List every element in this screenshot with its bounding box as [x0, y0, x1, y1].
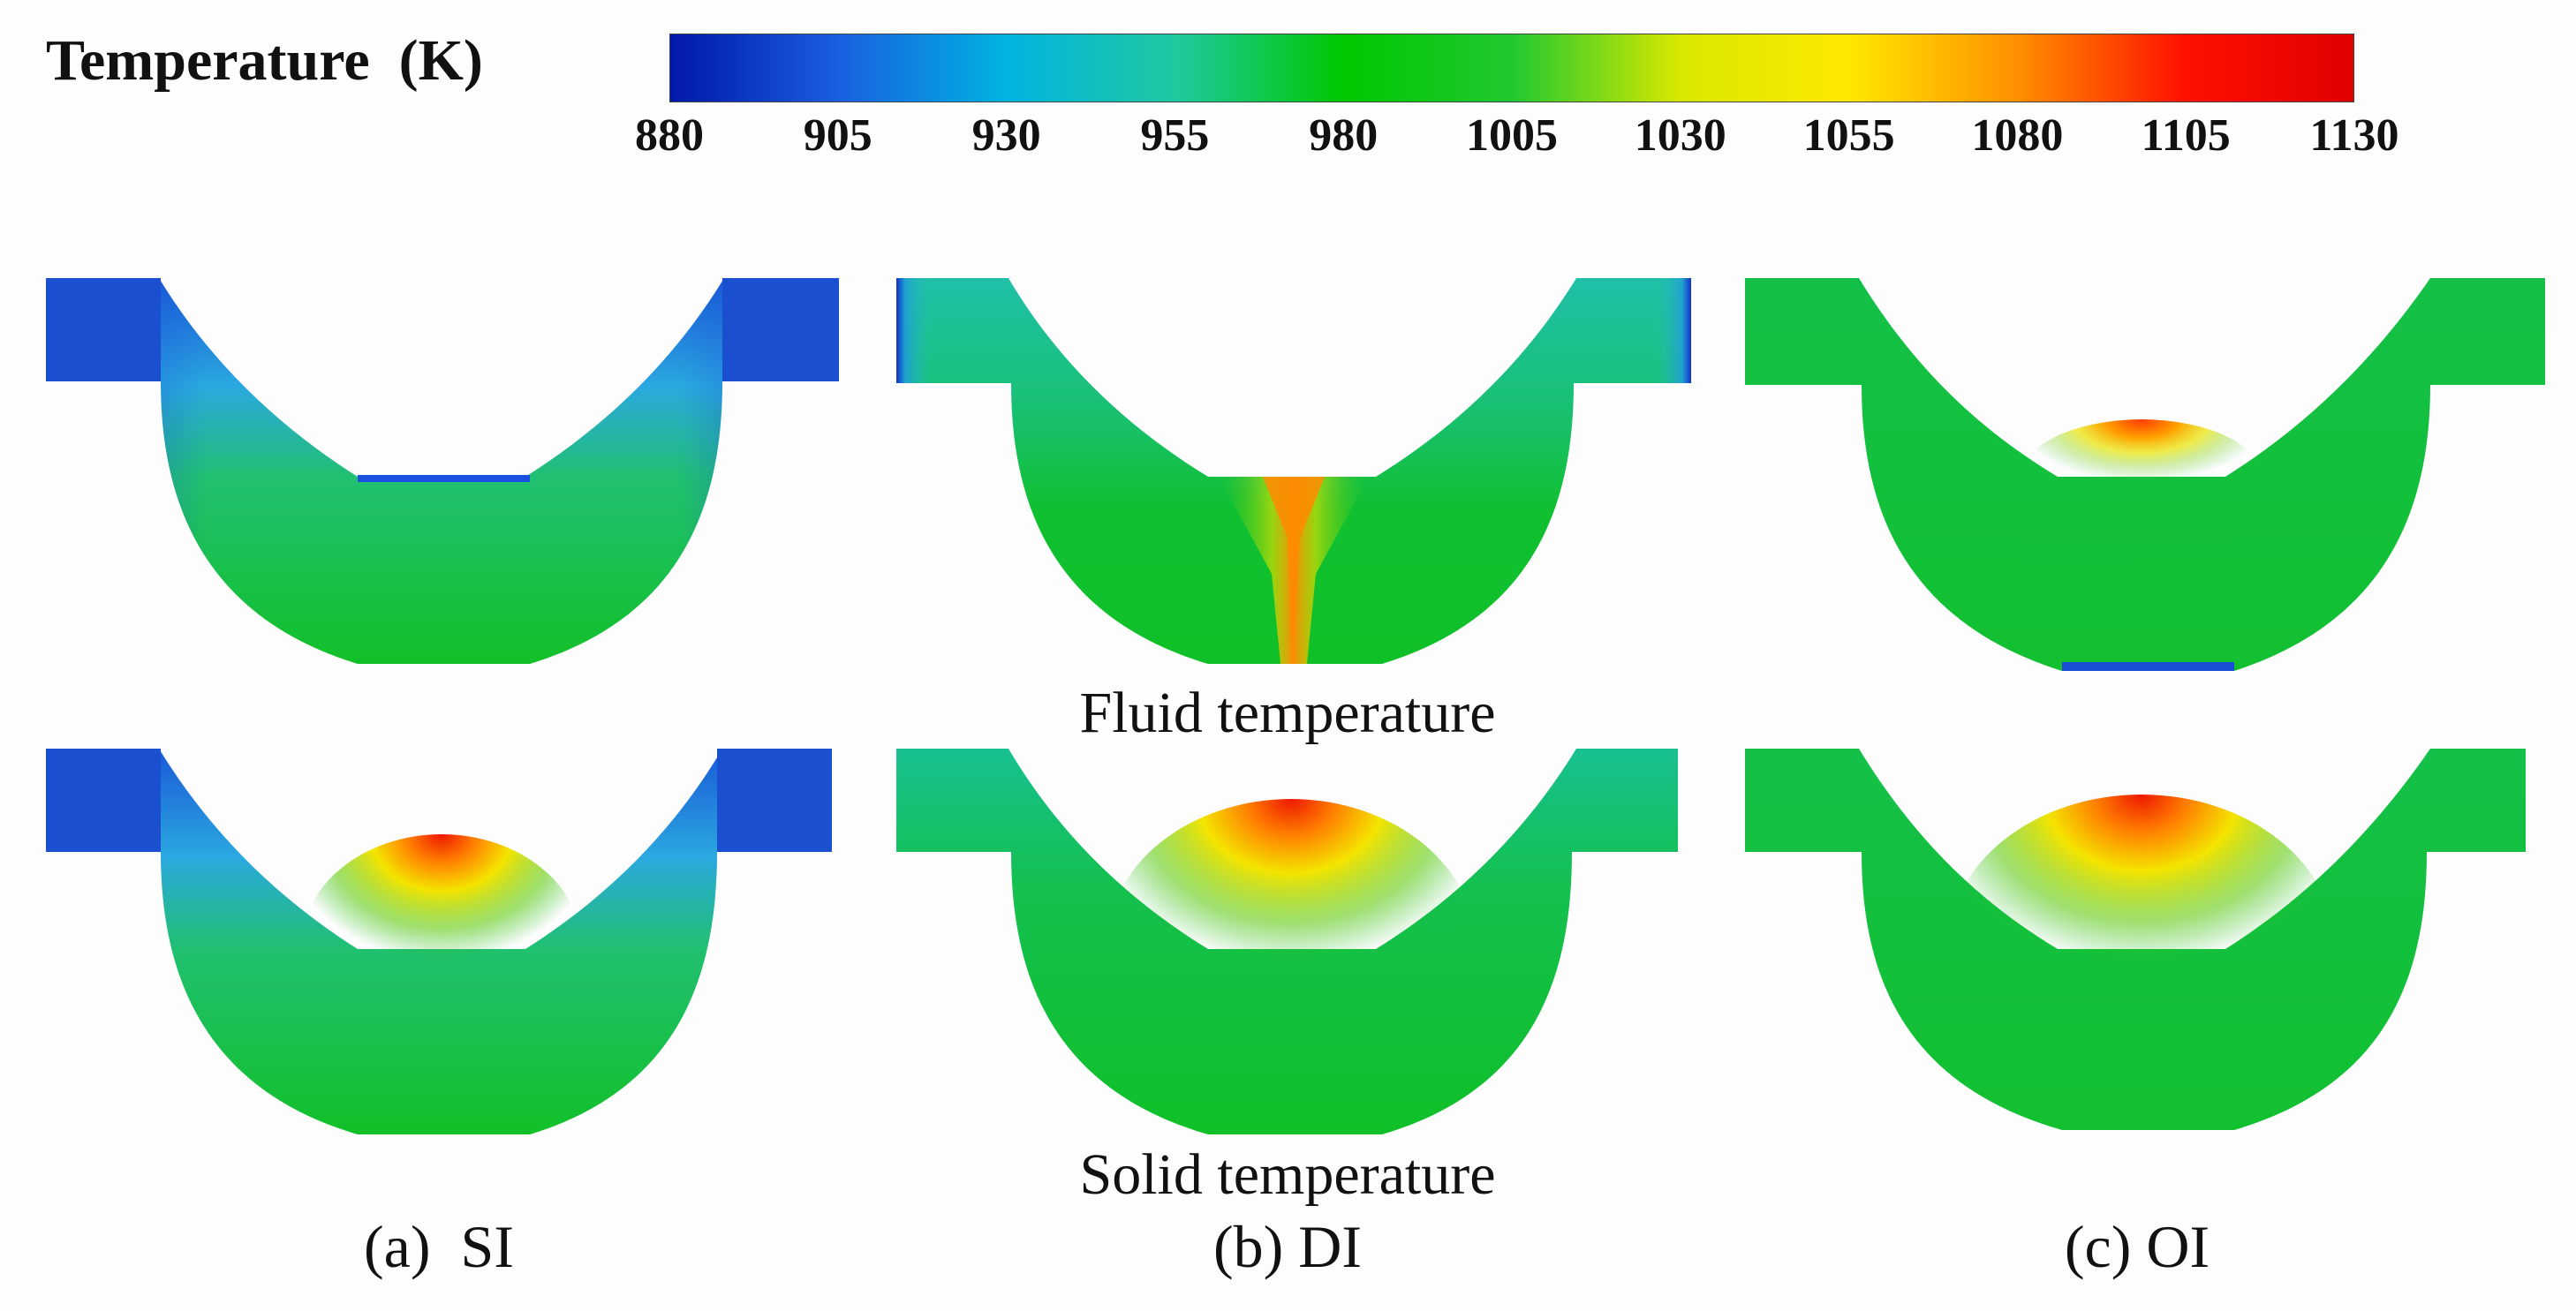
column-label-oi: (c) OI	[2064, 1213, 2210, 1280]
colorbar-tick-label: 1130	[2309, 110, 2399, 161]
colorbar-tick-label: 880	[635, 110, 704, 161]
colorbar-tick-label: 1030	[1634, 110, 1726, 161]
panel-si-solid	[46, 749, 832, 1134]
colorbar-tick-label: 1105	[2141, 110, 2231, 161]
fluid-temperature-label: Fluid temperature	[1079, 681, 1496, 745]
panel-oi-solid	[1745, 749, 2526, 1130]
panel-si-fluid	[46, 278, 839, 664]
panel-di-solid	[896, 749, 1678, 1134]
column-label-di: (b) DI	[1212, 1213, 1363, 1280]
colorbar-tick-label: 1055	[1802, 110, 1895, 161]
colorbar-tick-label: 1005	[1466, 110, 1558, 161]
column-label-si: (a) SI	[364, 1213, 514, 1280]
colorbar-tick-label: 955	[1140, 110, 1210, 161]
colorbar-tick-label: 980	[1309, 110, 1379, 161]
colorbar-tick-label: 1080	[1971, 110, 2064, 161]
legend-title: Temperature (K)	[46, 28, 483, 93]
temperature-colorbar	[669, 34, 2354, 102]
colorbar-tick-label: 930	[971, 110, 1041, 161]
solid-temperature-label: Solid temperature	[1079, 1142, 1496, 1207]
panel-di-fluid	[896, 278, 1691, 664]
panel-oi-fluid	[1745, 278, 2545, 671]
colorbar-tick-label: 905	[803, 110, 873, 161]
